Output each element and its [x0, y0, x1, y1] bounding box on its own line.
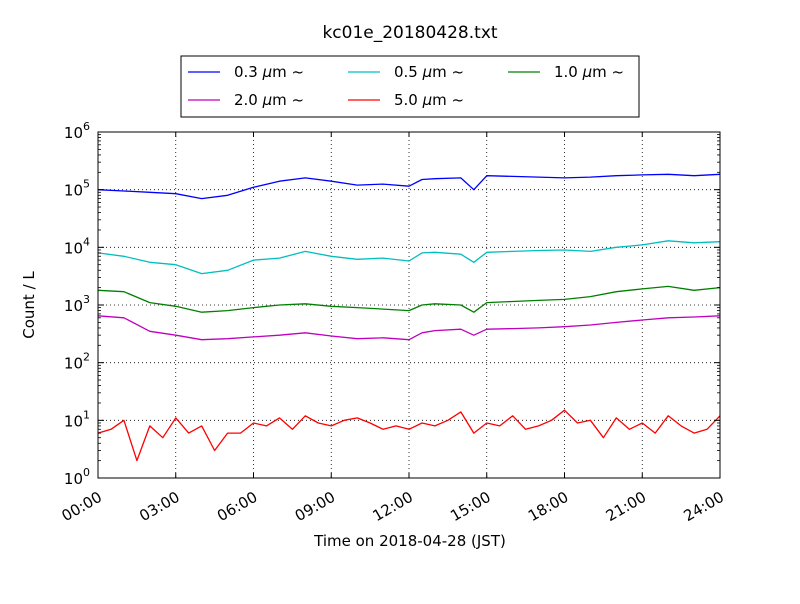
series-line: [97, 240, 721, 275]
ticks: [97, 131, 721, 479]
y-tick-label: 101: [64, 408, 90, 430]
y-axis-label: Count / L: [20, 271, 38, 339]
legend-label: 0.3 μm ~: [234, 63, 304, 81]
grid: [98, 132, 720, 478]
legend: 0.3 μm ~ 0.5 μm ~ 1.0 μm ~ 2.0 μm ~ 5.0 μm ~: [180, 55, 640, 118]
series-line: [97, 315, 721, 341]
x-tick-label: 09:00: [292, 488, 338, 525]
series-layer: [97, 173, 721, 462]
series-line: [97, 285, 721, 313]
y-tick-label: 100: [64, 466, 90, 488]
y-tick-label: 103: [64, 293, 90, 315]
x-tick-label: 00:00: [59, 488, 105, 525]
legend-label: 2.0 μm ~: [234, 91, 304, 109]
chart-title: kc01e_20180428.txt: [322, 23, 497, 43]
legend-label: 0.5 μm ~: [394, 63, 464, 81]
x-tick-label: 21:00: [603, 488, 649, 525]
series-line: [97, 173, 721, 200]
legend-label: 1.0 μm ~: [554, 63, 624, 81]
x-tick-label: 24:00: [681, 488, 727, 525]
x-tick-label: 18:00: [525, 488, 571, 525]
y-tick-label: 102: [64, 351, 90, 373]
y-tick-labels: 100 101 102 103 104 105 106: [64, 120, 90, 488]
legend-label: 5.0 μm ~: [394, 91, 464, 109]
y-tick-label: 106: [64, 120, 90, 142]
legend-box: [180, 55, 640, 118]
x-axis-label: Time on 2018-04-28 (JST): [313, 532, 506, 550]
y-tick-label: 104: [64, 235, 90, 257]
x-tick-label: 12:00: [370, 488, 416, 525]
series-line: [97, 409, 721, 462]
x-tick-labels: 00:00 03:00 06:00 09:00 12:00 15:00 18:00 21:00…: [59, 488, 727, 525]
x-tick-label: 15:00: [447, 488, 493, 525]
y-tick-label: 105: [64, 178, 90, 200]
x-tick-label: 03:00: [136, 488, 182, 525]
x-tick-label: 06:00: [214, 488, 260, 525]
